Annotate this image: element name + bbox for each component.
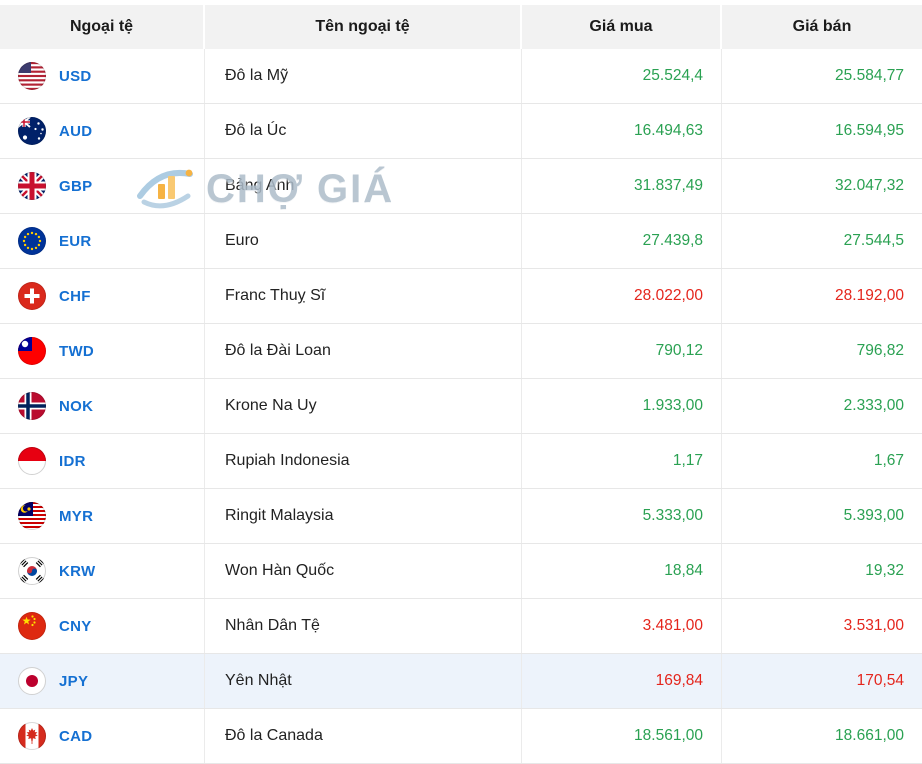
currency-name: Bảng Anh <box>205 159 522 213</box>
sell-price: 1,67 <box>873 452 904 469</box>
sell-price: 16.594,95 <box>835 122 904 139</box>
table-row[interactable]: MYR Ringit Malaysia 5.333,00 5.393,00 <box>0 489 922 544</box>
sell-price: 796,82 <box>856 342 904 359</box>
currency-name: Nhân Dân Tệ <box>205 599 522 653</box>
buy-price: 1,17 <box>522 434 722 488</box>
table-row[interactable]: AUD Đô la Úc 16.494,63 16.594,95 <box>0 104 922 159</box>
currency-code-link[interactable]: NOK <box>59 397 94 415</box>
sell-price: 3.531,00 <box>843 617 904 634</box>
buy-price: 790,12 <box>522 324 722 378</box>
table-row[interactable]: GBP Bảng Anh 31.837,49 32.047,32 <box>0 159 922 214</box>
currency-code-link[interactable]: CHF <box>59 287 91 305</box>
currency-code-link[interactable]: KRW <box>59 562 96 580</box>
currency-cell: IDR <box>0 434 205 488</box>
myr-malaysia-flag-icon <box>18 502 46 530</box>
currency-code-link[interactable]: GBP <box>59 177 93 195</box>
currency-cell: GBP <box>0 159 205 213</box>
buy-price: 27.439,8 <box>522 214 722 268</box>
currency-name: Rupiah Indonesia <box>205 434 522 488</box>
gbp-uk-flag-icon <box>18 172 46 200</box>
sell-price: 5.393,00 <box>843 507 904 524</box>
currency-code-link[interactable]: USD <box>59 67 92 85</box>
currency-name: Ringit Malaysia <box>205 489 522 543</box>
currency-code-link[interactable]: MYR <box>59 507 94 525</box>
currency-name: Euro <box>205 214 522 268</box>
currency-code-link[interactable]: CNY <box>59 617 92 635</box>
table-row[interactable]: TWD Đô la Đài Loan 790,12 796,82 <box>0 324 922 379</box>
currency-cell: AUD <box>0 104 205 158</box>
currency-name: Đô la Đài Loan <box>205 324 522 378</box>
sell-price: 170,54 <box>856 672 904 689</box>
sell-price: 28.192,00 <box>835 287 904 304</box>
currency-code-link[interactable]: IDR <box>59 452 86 470</box>
currency-code-link[interactable]: JPY <box>59 672 89 690</box>
cad-canada-flag-icon <box>18 722 46 750</box>
sell-price: 25.584,77 <box>835 67 904 84</box>
twd-taiwan-flag-icon <box>18 337 46 365</box>
table-header: Ngoại tệ Tên ngoại tệ Giá mua Giá bán <box>0 5 922 49</box>
table-row[interactable]: CAD Đô la Canada 18.561,00 18.661,00 <box>0 709 922 764</box>
buy-price: 18.561,00 <box>522 709 722 763</box>
sell-price: 18.661,00 <box>835 727 904 744</box>
sell-price: 2.333,00 <box>843 397 904 414</box>
currency-cell: MYR <box>0 489 205 543</box>
currency-cell: JPY <box>0 654 205 708</box>
buy-price: 31.837,49 <box>522 159 722 213</box>
currency-cell: CNY <box>0 599 205 653</box>
currency-name: Đô la Úc <box>205 104 522 158</box>
currency-cell: NOK <box>0 379 205 433</box>
currency-cell: EUR <box>0 214 205 268</box>
currency-cell: KRW <box>0 544 205 598</box>
currency-cell: CHF <box>0 269 205 323</box>
currency-name: Yên Nhật <box>205 654 522 708</box>
currency-cell: USD <box>0 49 205 103</box>
sell-price: 27.544,5 <box>843 232 904 249</box>
currency-code-link[interactable]: CAD <box>59 727 93 745</box>
currency-name: Krone Na Uy <box>205 379 522 433</box>
currency-cell: CAD <box>0 709 205 763</box>
krw-south-korea-flag-icon <box>18 557 46 585</box>
chf-switzerland-flag-icon <box>18 282 46 310</box>
table-row[interactable]: CHF Franc Thuỵ Sĩ 28.022,00 28.192,00 <box>0 269 922 324</box>
eur-eu-flag-icon <box>18 227 46 255</box>
table-row[interactable]: USD Đô la Mỹ 25.524,4 25.584,77 <box>0 49 922 104</box>
usd-us-flag-icon <box>18 62 46 90</box>
table-row[interactable]: KRW Won Hàn Quốc 18,84 19,32 <box>0 544 922 599</box>
header-currency: Ngoại tệ <box>0 5 205 49</box>
aud-australia-flag-icon <box>18 117 46 145</box>
table-row[interactable]: CNY Nhân Dân Tệ 3.481,00 3.531,00 <box>0 599 922 654</box>
currency-code-link[interactable]: TWD <box>59 342 95 360</box>
buy-price: 16.494,63 <box>522 104 722 158</box>
table-row[interactable]: IDR Rupiah Indonesia 1,17 1,67 <box>0 434 922 489</box>
cny-china-flag-icon <box>18 612 46 640</box>
buy-price: 18,84 <box>522 544 722 598</box>
idr-indonesia-flag-icon <box>18 447 46 475</box>
currency-code-link[interactable]: AUD <box>59 122 93 140</box>
header-sell-price: Giá bán <box>722 5 922 49</box>
currency-cell: TWD <box>0 324 205 378</box>
nok-norway-flag-icon <box>18 392 46 420</box>
currency-name: Franc Thuỵ Sĩ <box>205 269 522 323</box>
currency-name: Won Hàn Quốc <box>205 544 522 598</box>
table-row[interactable]: NOK Krone Na Uy 1.933,00 2.333,00 <box>0 379 922 434</box>
table-row[interactable]: JPY Yên Nhật 169,84 170,54 <box>0 654 922 709</box>
buy-price: 28.022,00 <box>522 269 722 323</box>
currency-name: Đô la Mỹ <box>205 49 522 103</box>
currency-code-link[interactable]: EUR <box>59 232 92 250</box>
sell-price: 19,32 <box>865 562 904 579</box>
buy-price: 3.481,00 <box>522 599 722 653</box>
header-buy-price: Giá mua <box>522 5 722 49</box>
buy-price: 25.524,4 <box>522 49 722 103</box>
buy-price: 5.333,00 <box>522 489 722 543</box>
currency-name: Đô la Canada <box>205 709 522 763</box>
sell-price: 32.047,32 <box>835 177 904 194</box>
buy-price: 169,84 <box>522 654 722 708</box>
table-row[interactable]: EUR Euro 27.439,8 27.544,5 <box>0 214 922 269</box>
table-body: USD Đô la Mỹ 25.524,4 25.584,77 AUD Đô l… <box>0 49 922 764</box>
header-currency-name: Tên ngoại tệ <box>205 5 522 49</box>
jpy-japan-flag-icon <box>18 667 46 695</box>
buy-price: 1.933,00 <box>522 379 722 433</box>
